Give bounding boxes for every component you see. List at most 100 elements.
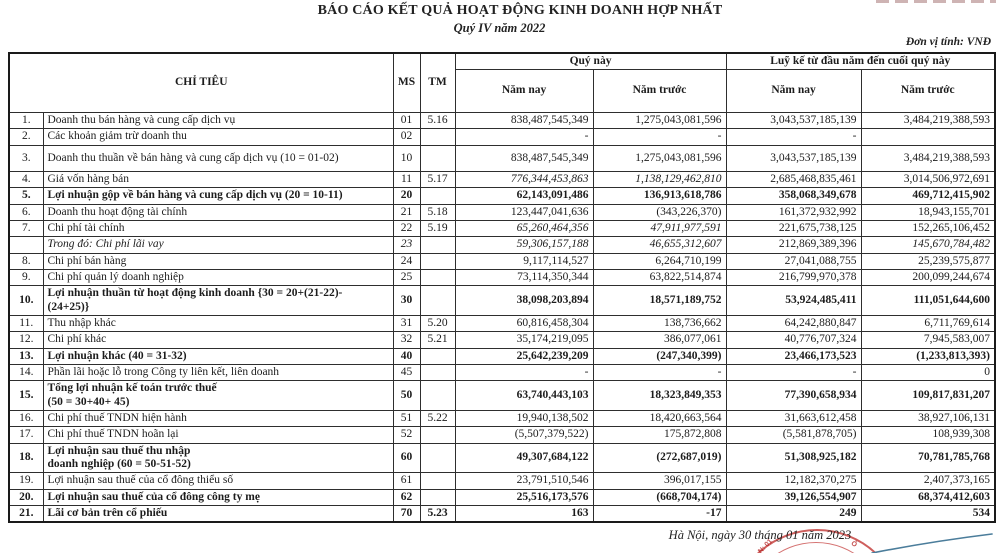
row-value-cell: 3,043,537,185,139	[725, 144, 862, 172]
row-label-cell: Tổng lợi nhuận kế toán trước thuế (50 = …	[42, 380, 394, 411]
row-tm-cell	[419, 285, 456, 316]
row-value-cell: 6,711,769,614	[860, 314, 996, 333]
row-value-cell: 25,516,173,576	[454, 488, 594, 506]
row-value-cell: 18,943,155,701	[860, 203, 996, 221]
row-tm-cell	[419, 426, 456, 444]
row-value-cell: (668,704,174)	[592, 488, 727, 506]
row-value-cell: 25,642,239,209	[454, 347, 594, 365]
table-row: 7. Chi phí tài chính 22 5.19 65,260,464,356 4…	[8, 219, 996, 238]
row-value-cell: 63,740,443,103	[454, 380, 594, 411]
row-label-cell: Lợi nhuận khác (40 = 31-32)	[42, 347, 394, 365]
row-no-cell: 3.	[8, 144, 44, 172]
table-row: 12. Chi phí khác 32 5.21 35,174,219,095 386,0…	[8, 331, 996, 349]
table-row: 20. Lợi nhuận sau thuế của cổ đông công t…	[8, 488, 996, 506]
row-tm-cell	[419, 472, 456, 490]
income-statement-table: CHỈ TIÊU MS TM Quý này Luỹ kế từ đầu năm…	[8, 52, 997, 524]
row-value-cell: 469,712,415,902	[860, 187, 996, 205]
row-value-cell: 838,487,545,349	[454, 111, 594, 130]
row-label-cell: Lợi nhuận sau thuế của cổ đông công ty m…	[42, 488, 394, 506]
row-value-cell: 0	[860, 363, 996, 382]
table-row: 10. Lợi nhuận thuần từ hoạt động kinh doa…	[8, 285, 996, 316]
table-row: 11. Thu nhập khác 31 5.20 60,816,458,304 138,…	[8, 314, 996, 333]
row-ms-cell: 52	[392, 426, 421, 444]
row-tm-cell	[419, 347, 456, 365]
header-q-last-year: Năm trước	[592, 69, 727, 113]
row-value-cell: 175,872,808	[592, 426, 727, 444]
row-no-cell: 15.	[8, 380, 44, 411]
row-no-cell: 8.	[8, 252, 44, 270]
row-tm-cell: 5.21	[419, 331, 456, 349]
row-value-cell: 18,571,189,752	[592, 285, 727, 316]
row-tm-cell	[419, 442, 456, 474]
row-ms-cell: 10	[392, 144, 421, 172]
row-value-cell: 3,014,506,972,691	[860, 170, 996, 189]
row-ms-cell: 70	[392, 504, 421, 523]
row-value-cell: -	[454, 363, 594, 382]
header-chi-tieu: CHỈ TIÊU	[8, 52, 394, 113]
row-value-cell: 51,308,925,182	[725, 442, 862, 474]
row-label-cell: Phần lãi hoặc lỗ trong Công ty liên kết,…	[42, 363, 394, 382]
header-quarter-group: Quý này	[454, 52, 727, 70]
header-cumulative-group: Luỹ kế từ đầu năm đến cuối quý này	[725, 52, 996, 70]
row-no-cell: 9.	[8, 268, 44, 287]
row-value-cell: 73,114,350,344	[454, 268, 594, 287]
table-row: 17. Chi phí thuế TNDN hoãn lại 52 (5,507,37…	[8, 426, 996, 444]
row-no-cell: 6.	[8, 203, 44, 221]
row-value-cell: 7,945,583,007	[860, 331, 996, 349]
row-value-cell: 1,138,129,462,810	[592, 170, 727, 189]
row-no-cell: 21.	[8, 504, 44, 523]
row-value-cell: 9,117,114,527	[454, 252, 594, 270]
table-row: Trong đó: Chi phí lãi vay 23 59,306,157,18…	[8, 236, 996, 254]
row-value-cell: 396,017,155	[592, 472, 727, 490]
row-no-cell: 4.	[8, 170, 44, 189]
row-ms-cell: 40	[392, 347, 421, 365]
table-row: 3. Doanh thu thuần về bán hàng và cung cấ…	[8, 144, 996, 172]
row-label-cell: Doanh thu bán hàng và cung cấp dịch vụ	[42, 111, 394, 130]
row-ms-cell: 60	[392, 442, 421, 474]
row-value-cell: 216,799,970,378	[725, 268, 862, 287]
row-value-cell: 3,484,219,388,593	[860, 144, 996, 172]
row-value-cell: 111,051,644,600	[860, 285, 996, 316]
row-ms-cell: 11	[392, 170, 421, 189]
table-row: 21. Lãi cơ bản trên cổ phiếu 70 5.23 163 -17 2…	[8, 504, 996, 523]
row-tm-cell: 5.19	[419, 219, 456, 238]
row-value-cell: 200,099,244,674	[860, 268, 996, 287]
document-title: BÁO CÁO KẾT QUẢ HOẠT ĐỘNG KINH DOANH HỢP…	[317, 3, 723, 18]
row-value-cell: -	[725, 363, 862, 382]
row-label-cell: Lợi nhuận sau thuế của cổ đông thiểu số	[42, 472, 394, 490]
unit-note: Đơn vị tính: VNĐ	[905, 36, 991, 48]
row-label-cell: Chi phí khác	[42, 331, 394, 349]
row-value-cell: 23,791,510,546	[454, 472, 594, 490]
row-tm-cell	[419, 187, 456, 205]
row-no-cell: 11.	[8, 314, 44, 333]
header-tm: TM	[419, 52, 456, 113]
row-label-cell: Trong đó: Chi phí lãi vay	[42, 236, 394, 254]
row-ms-cell: 01	[392, 111, 421, 130]
row-value-cell: 386,077,061	[592, 331, 727, 349]
row-value-cell: 31,663,612,458	[725, 409, 862, 428]
row-value-cell: 534	[860, 504, 996, 523]
row-value-cell: 3,484,219,388,593	[860, 111, 996, 130]
row-ms-cell: 22	[392, 219, 421, 238]
row-label-cell: Giá vốn hàng bán	[42, 170, 394, 189]
row-tm-cell: 5.18	[419, 203, 456, 221]
row-value-cell: 23,466,173,523	[725, 347, 862, 365]
row-value-cell: 212,869,389,396	[725, 236, 862, 254]
row-no-cell: 17.	[8, 426, 44, 444]
row-value-cell: 38,927,106,131	[860, 409, 996, 428]
row-value-cell: 63,822,514,874	[592, 268, 727, 287]
row-ms-cell: 23	[392, 236, 421, 254]
row-no-cell: 20.	[8, 488, 44, 506]
row-value-cell: -	[592, 128, 727, 146]
table-row: 15. Tổng lợi nhuận kế toán trước thuế (50…	[8, 380, 996, 411]
row-tm-cell	[419, 128, 456, 146]
table-row: 14. Phần lãi hoặc lỗ trong Công ty liên k…	[8, 363, 996, 382]
row-value-cell: 358,068,349,678	[725, 187, 862, 205]
row-value-cell: 221,675,738,125	[725, 219, 862, 238]
row-no-cell: 12.	[8, 331, 44, 349]
row-value-cell: 77,390,658,934	[725, 380, 862, 411]
row-ms-cell: 20	[392, 187, 421, 205]
row-value-cell: 68,374,412,603	[860, 488, 996, 506]
row-value-cell: (5,507,379,522)	[454, 426, 594, 444]
